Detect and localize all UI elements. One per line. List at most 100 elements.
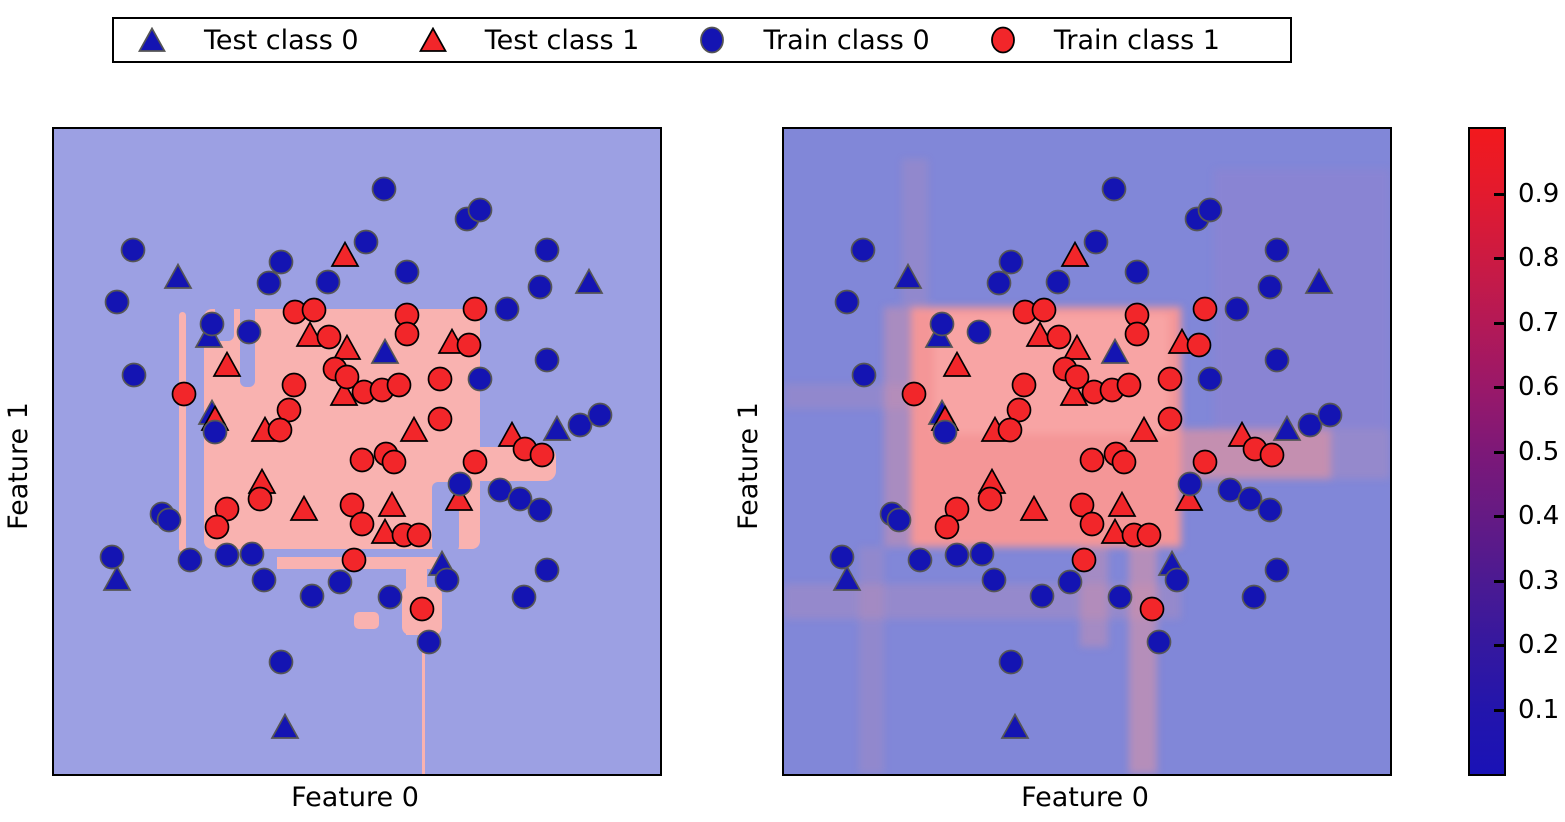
data-point: [1059, 379, 1089, 406]
data-point: [1186, 332, 1212, 358]
left-plot-decision-boundary: [52, 127, 662, 776]
data-point: [301, 297, 327, 323]
y-axis-label-right: Feature 1: [733, 402, 764, 530]
data-point: [929, 311, 955, 337]
y-axis-label-left: Feature 1: [3, 402, 34, 530]
data-point: [377, 490, 407, 517]
data-point: [1062, 333, 1092, 360]
data-point: [1157, 366, 1183, 392]
colorbar: 0.9 0.8 0.7 0.6 0.5 0.4 0.3 0.2 0.1: [1468, 127, 1559, 776]
data-point: [327, 569, 353, 595]
data-point: [1317, 402, 1343, 428]
data-point: [1304, 267, 1334, 294]
data-point: [427, 406, 453, 432]
colorbar-tick-label: 0.6: [1518, 372, 1560, 402]
data-point: [1107, 490, 1137, 517]
colorbar-tick-label: 0.3: [1518, 566, 1560, 596]
data-point: [1164, 567, 1190, 593]
data-point: [1057, 569, 1083, 595]
data-point: [1100, 337, 1130, 364]
train-class-1-circle-icon: [990, 26, 1015, 54]
legend-label: Test class 1: [484, 24, 640, 56]
data-point: [1224, 296, 1250, 322]
data-point: [1259, 442, 1285, 468]
data-point: [934, 514, 960, 540]
data-point: [295, 320, 325, 347]
data-point: [1264, 237, 1290, 263]
data-point: [104, 289, 130, 315]
data-point: [1079, 511, 1105, 537]
data-point: [1129, 415, 1159, 442]
data-point: [349, 511, 375, 537]
data-point: [239, 541, 265, 567]
scatter-layer: [99, 176, 613, 739]
data-point: [371, 176, 397, 202]
data-point: [256, 270, 282, 296]
data-point: [339, 492, 365, 518]
decision-region-strip-left: [179, 312, 186, 552]
data-point: [267, 417, 293, 443]
prob-strip-down-3: [859, 547, 884, 774]
data-point: [381, 449, 407, 475]
data-point: [587, 402, 613, 428]
data-point: [1177, 471, 1203, 497]
data-point: [981, 567, 1007, 593]
data-point: [932, 419, 958, 445]
data-point: [299, 583, 325, 609]
data-point: [334, 364, 360, 390]
data-point: [1000, 712, 1030, 739]
colorbar-tick-label: 0.4: [1518, 501, 1560, 531]
data-point: [1217, 477, 1243, 503]
data-point: [901, 381, 927, 407]
data-point: [1079, 447, 1105, 473]
data-point: [447, 471, 473, 497]
data-point: [893, 262, 923, 289]
data-point: [1297, 412, 1323, 438]
data-point: [99, 544, 125, 570]
legend-item-test-class-0: Test class 0: [138, 27, 359, 54]
data-point: [534, 557, 560, 583]
data-point: [1174, 484, 1204, 511]
data-point: [998, 249, 1024, 275]
colorbar-tick: [1494, 709, 1504, 712]
data-point: [1064, 364, 1090, 390]
data-point: [214, 542, 240, 568]
x-axis-label-left: Feature 0: [291, 782, 419, 813]
data-point: [534, 237, 560, 263]
data-point: [121, 362, 147, 388]
data-point: [270, 712, 300, 739]
decision-region-thread: [422, 635, 425, 774]
data-point: [416, 629, 442, 655]
colorbar-tick: [1494, 515, 1504, 518]
legend-label: Train class 1: [1053, 24, 1220, 56]
colorbar-tick-label: 0.1: [1518, 695, 1560, 725]
data-point: [370, 337, 400, 364]
data-point: [120, 237, 146, 263]
data-point: [574, 267, 604, 294]
test-class-0-triangle-icon: [138, 27, 166, 52]
data-point: [341, 547, 367, 573]
data-point: [427, 366, 453, 392]
data-point: [236, 319, 262, 345]
x-axis-label-right: Feature 0: [1021, 782, 1149, 813]
test-class-1-triangle-icon: [418, 27, 447, 52]
data-point: [1101, 176, 1127, 202]
data-point: [1011, 372, 1037, 398]
data-point: [281, 372, 307, 398]
data-point: [276, 397, 302, 423]
data-point: [386, 372, 412, 398]
data-point: [829, 544, 855, 570]
colorbar-tick: [1494, 580, 1504, 583]
data-point: [394, 259, 420, 285]
data-point: [444, 484, 474, 511]
data-point: [494, 296, 520, 322]
data-point: [997, 417, 1023, 443]
data-point: [171, 381, 197, 407]
data-point: [1264, 557, 1290, 583]
colorbar-tick-label: 0.2: [1518, 630, 1560, 660]
data-point: [202, 419, 228, 445]
data-point: [527, 274, 553, 300]
colorbar-tick-label: 0.8: [1518, 243, 1560, 273]
data-point: [1139, 596, 1165, 622]
colorbar-tick: [1494, 257, 1504, 260]
